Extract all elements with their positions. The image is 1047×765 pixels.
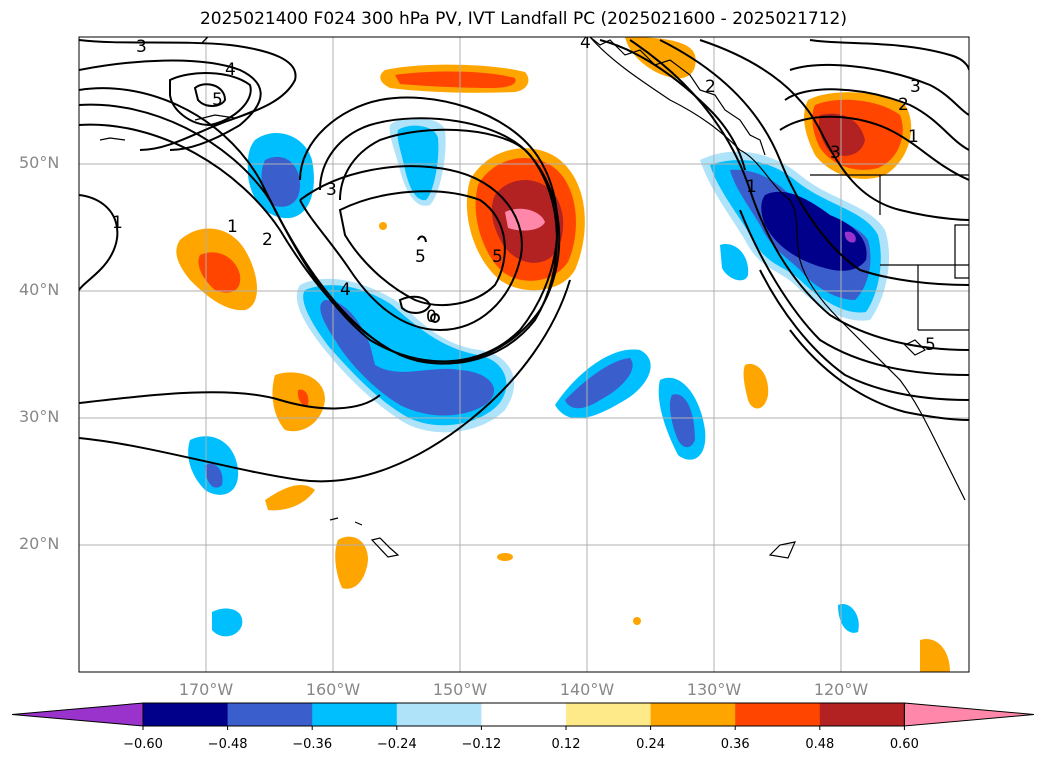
colorbar-segment bbox=[227, 703, 313, 726]
contour-label: 5 bbox=[415, 247, 426, 267]
positive-anomaly-small bbox=[265, 222, 950, 672]
contour-label: 3 bbox=[830, 143, 841, 163]
contour-label: 2 bbox=[705, 77, 716, 97]
contour-label: 0 bbox=[426, 307, 437, 327]
colorbar-tick-label: 0.36 bbox=[720, 737, 750, 752]
colorbar-segment bbox=[566, 703, 652, 726]
contour-label: 1 bbox=[227, 217, 238, 237]
colorbar-segment bbox=[312, 703, 398, 726]
lat-label: 20°N bbox=[19, 534, 60, 553]
negative-anomaly-west-coast bbox=[700, 151, 890, 321]
contour-label: 4 bbox=[340, 280, 351, 300]
negative-anomaly-gulf-alaska bbox=[389, 118, 446, 206]
contour-label: 4 bbox=[580, 33, 591, 53]
map-frame bbox=[78, 36, 970, 673]
colorbar-extend-max bbox=[903, 702, 1035, 727]
contour-label: 1 bbox=[908, 127, 919, 147]
contour-label: 5 bbox=[492, 247, 503, 267]
contour-label: 4 bbox=[225, 60, 236, 80]
lon-label: 170°W bbox=[178, 680, 234, 699]
contour-label: 3 bbox=[910, 77, 921, 97]
pv-contours bbox=[79, 39, 969, 483]
negative-anomaly-nw-pacific bbox=[247, 132, 314, 219]
contour-label: 3 bbox=[136, 37, 147, 57]
colorbar bbox=[11, 702, 1035, 730]
colorbar-segment bbox=[735, 703, 821, 726]
contour-label: 5 bbox=[212, 90, 223, 110]
colorbar-tick-label: −0.12 bbox=[461, 737, 502, 752]
colorbar-tick-label: −0.60 bbox=[123, 737, 163, 752]
lon-label: 160°W bbox=[305, 680, 361, 699]
colorbar-tick-label: −0.48 bbox=[207, 737, 248, 752]
contour-label: 2 bbox=[200, 29, 211, 49]
colorbar-tick-label: −0.36 bbox=[292, 737, 333, 752]
lon-label: 150°W bbox=[432, 680, 488, 699]
colorbar-segment bbox=[819, 703, 905, 726]
contour-label: 1 bbox=[746, 177, 757, 197]
colorbar-tick-label: 0.48 bbox=[805, 737, 835, 752]
contour-label: 2 bbox=[262, 230, 273, 250]
contour-label: 1 bbox=[112, 213, 123, 233]
colorbar-tick-label: 0.24 bbox=[636, 737, 666, 752]
lon-label: 140°W bbox=[559, 680, 615, 699]
colorbar-segment bbox=[650, 703, 736, 726]
positive-anomaly-nw-pacific bbox=[176, 228, 258, 311]
contour-label: 2 bbox=[898, 95, 909, 115]
map-title: 2025021400 F024 300 hPa PV, IVT Landfall… bbox=[199, 9, 847, 29]
colorbar-extend-min bbox=[11, 702, 144, 727]
positive-anomaly-north bbox=[380, 37, 696, 93]
colorbar-segment bbox=[396, 703, 482, 726]
lat-label: 30°N bbox=[19, 407, 60, 426]
lon-label: 120°W bbox=[813, 680, 869, 699]
colorbar-segment bbox=[143, 703, 229, 726]
lon-label: 130°W bbox=[686, 680, 742, 699]
colorbar-tick-label: 0.12 bbox=[551, 737, 581, 752]
negative-anomaly-subtropical bbox=[188, 244, 859, 637]
colorbar-segment bbox=[481, 703, 567, 726]
lat-label: 40°N bbox=[19, 280, 60, 299]
colorbar-tick-label: 0.60 bbox=[889, 737, 919, 752]
contour-label: 3 bbox=[326, 180, 337, 200]
contour-label: 5 bbox=[925, 335, 936, 355]
pv-contour-labels: 3 2 4 5 1 1 2 3 4 5 5 0 3 2 1 1 2 3 4 5 bbox=[112, 29, 936, 355]
colorbar-tick-label: −0.24 bbox=[376, 737, 417, 752]
map-panel: 3 2 4 5 1 1 2 3 4 5 5 0 3 2 1 1 2 3 4 5 bbox=[79, 29, 969, 672]
positive-anomaly-pnw bbox=[804, 92, 912, 179]
colorbar-frame bbox=[142, 702, 905, 727]
lat-label: 50°N bbox=[19, 153, 60, 172]
